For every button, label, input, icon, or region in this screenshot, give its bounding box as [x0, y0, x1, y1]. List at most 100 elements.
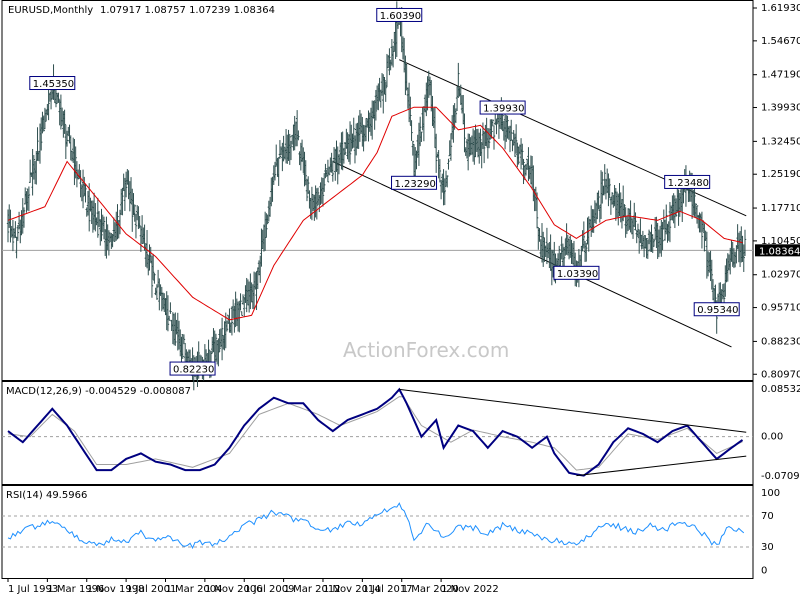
time-axis-label: 1 Mar 2004 [165, 584, 222, 595]
price-level-value: 1.23480 [668, 178, 709, 189]
macd-axis-label: -0.070967 [761, 471, 800, 482]
ohlc-bar [88, 183, 91, 232]
ohlc-bar [289, 140, 293, 161]
ohlc-bar [535, 192, 539, 229]
ohlc-bar [239, 293, 242, 311]
ohlc-bar [418, 116, 422, 147]
time-axis-label: 1 Jul 2009 [244, 584, 294, 595]
ohlc-bar [150, 255, 154, 298]
ohlc-bar [181, 334, 184, 359]
ohlc-bar [443, 178, 446, 206]
ohlc-bar [36, 127, 39, 161]
ohlc-bar [6, 209, 10, 243]
ohlc-bar [121, 187, 124, 216]
ohlc-bar [63, 109, 66, 134]
moving-average-line [7, 106, 743, 321]
ohlc-bar [32, 155, 36, 180]
price-level-value: 0.82230 [173, 365, 214, 376]
ohlc-bar [495, 119, 498, 135]
price-level-box [376, 7, 423, 22]
ohlc-bar [438, 159, 442, 183]
ohlc-bar [646, 239, 649, 259]
price-level-label: 1.23290 [391, 175, 438, 190]
ohlc-bar [278, 140, 282, 159]
ohlc-bar [409, 96, 412, 126]
macd-axis-label: 0.085328 [761, 384, 800, 395]
ohlc-bar [315, 188, 319, 220]
ohlc-bar [169, 302, 172, 314]
time-axis-label: 1 Mar 2020 [402, 584, 459, 595]
ohlc-bar [153, 273, 156, 284]
ohlc-bar [743, 229, 747, 256]
ohlc-bar [513, 133, 517, 157]
ohlc-bar [383, 77, 386, 95]
time-axis-label: 1 Nov 2022 [441, 584, 499, 595]
ohlc-bar [230, 306, 234, 336]
ohlc-bar [695, 205, 699, 224]
price-level-box [553, 265, 600, 280]
ohlc-bar [410, 120, 413, 141]
price-axis-label: 1.10450 [761, 236, 800, 247]
rsi-axis-label: 100 [761, 488, 780, 499]
ohlc-bar [74, 146, 77, 179]
ohlc-bar [482, 131, 486, 164]
ohlc-bar [645, 238, 648, 259]
ohlc-bar [454, 108, 458, 124]
ohlc-bar [22, 207, 26, 228]
ohlc-bar [28, 159, 32, 183]
ohlc-bar [490, 119, 493, 139]
ohlc-bar [266, 214, 269, 225]
ohlc-bar [27, 186, 31, 212]
macd-panel-frame [1, 381, 754, 485]
price-level-value: 1.45350 [33, 79, 74, 90]
ohlc-bar [182, 334, 186, 345]
ohlc-bar [65, 130, 69, 147]
ohlc-bar [601, 171, 604, 204]
price-axis-label: 1.25190 [761, 169, 800, 180]
ohlc-bar [647, 229, 651, 245]
ohlc-bar [305, 178, 309, 202]
ohlc-bar [220, 317, 224, 361]
ohlc-bar [316, 187, 320, 205]
ohlc-bar [323, 173, 326, 192]
ohlc-bar [722, 283, 726, 303]
macd-indicator-label: MACD(12,26,9) -0.004529 -0.008087 [6, 386, 191, 397]
time-axis-label: 1 Nov 2006 [205, 584, 263, 595]
ohlc-bar [384, 81, 387, 102]
ohlc-bar [218, 329, 221, 352]
time-axis-label: 1 Jul 2001 [126, 584, 176, 595]
ohlc-bar [446, 175, 449, 188]
watermark: ActionForex.com [343, 338, 509, 362]
price-level-box [169, 361, 216, 376]
price-level-label: 1.03390 [553, 265, 600, 280]
price-level-value: 1.39930 [483, 104, 524, 115]
ohlc-bar [240, 311, 243, 316]
ohlc-bar [214, 333, 218, 362]
macd-signal-line [7, 396, 743, 471]
price-level-box [29, 76, 76, 91]
rsi-axis-label: 0 [761, 565, 767, 576]
ohlc-bar [602, 185, 605, 196]
ohlc-bar [282, 135, 285, 162]
ohlc-bar [297, 130, 300, 141]
ohlc-bar [610, 192, 614, 205]
ohlc-bar [364, 117, 368, 142]
ohlc-bar [174, 312, 177, 346]
ohlc-bar [11, 219, 15, 252]
price-axis-label: 1.39930 [761, 103, 800, 114]
ohlc-bar [538, 228, 541, 242]
price-axis-label: 1.02970 [761, 270, 800, 281]
ohlc-bar [225, 320, 229, 332]
current-price-value: 1.08364 [759, 246, 800, 257]
ohlc-bar [693, 188, 696, 217]
time-axis-label: 1 Nov 1998 [87, 584, 145, 595]
ohlc-bar [138, 215, 141, 229]
ohlc-bar [288, 133, 291, 165]
ohlc-bar [217, 338, 220, 367]
ohlc-bar [107, 230, 111, 256]
ohlc-bar [326, 159, 330, 183]
ohlc-bar [304, 160, 307, 186]
ohlc-bar [479, 128, 482, 157]
price-level-box [664, 174, 711, 189]
